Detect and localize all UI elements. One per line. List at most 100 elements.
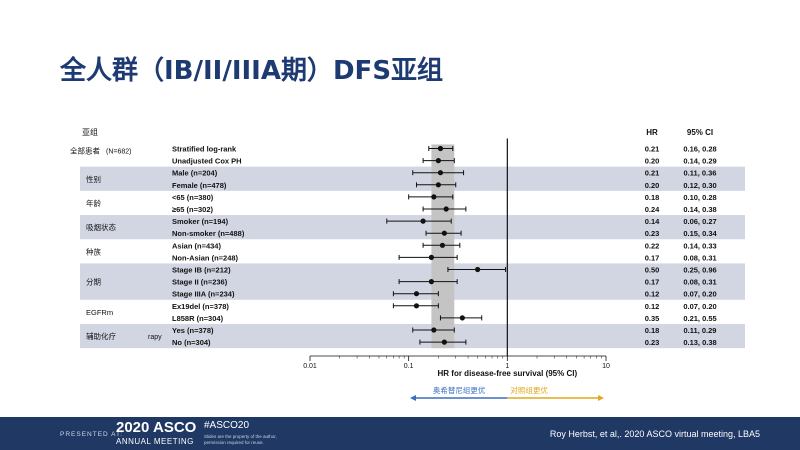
header-hr: HR — [646, 128, 658, 137]
hr-point-0 — [437, 145, 444, 152]
header-95ci: 95% CI — [687, 128, 713, 137]
hr-value-16: 0.23 — [645, 338, 660, 347]
hr-point-3 — [435, 182, 441, 188]
hr-value-9: 0.17 — [645, 253, 660, 262]
hr-point-14 — [459, 315, 465, 321]
row-label-15: Yes (n=378) — [172, 326, 214, 335]
hr-value-4: 0.18 — [645, 193, 660, 202]
forest-rows: Stratified log-rank 0.21 0.16, 0.28 Unadjus… — [172, 145, 718, 348]
ci-value-12: 0.07, 0.20 — [683, 290, 716, 299]
hr-point-11 — [428, 279, 435, 285]
disclaimer: Slides are the property of the author, p… — [204, 434, 277, 445]
row-label-8: Asian (n=434) — [172, 241, 221, 250]
row-shading-layer — [80, 166, 745, 349]
ci-value-2: 0.11, 0.36 — [684, 169, 717, 178]
x-axis: 0.01 0.1 1 10 — [303, 355, 610, 370]
hr-value-1: 0.20 — [645, 157, 660, 166]
header-subgroup: 亚组 — [82, 127, 98, 137]
slide-title: 全人群（IB/II/IIIA期）DFS亚组 — [60, 56, 444, 86]
hr-point-7 — [441, 230, 447, 236]
ci-value-6: 0.06, 0.27 — [683, 217, 716, 226]
hr-value-6: 0.14 — [645, 217, 660, 226]
hr-point-8 — [439, 242, 446, 248]
hr-value-14: 0.35 — [645, 314, 660, 323]
ci-value-5: 0.14, 0.38 — [683, 205, 716, 214]
ci-value-16: 0.13, 0.38 — [683, 338, 716, 347]
hr-value-13: 0.12 — [645, 302, 660, 311]
row-label-2: Male (n=204) — [172, 169, 218, 178]
row-label-13: Ex19del (n=378) — [172, 302, 229, 311]
ci-value-10: 0.25, 0.96 — [683, 266, 716, 275]
hr-point-2 — [437, 170, 444, 176]
x-axis-label: HR for disease-free survival (95% CI) — [438, 369, 578, 378]
ci-value-14: 0.21, 0.55 — [683, 314, 716, 323]
hr-point-16 — [441, 339, 447, 345]
tick-label-0: 0.01 — [303, 363, 317, 370]
hr-value-5: 0.24 — [645, 205, 660, 214]
hr-point-1 — [435, 158, 441, 164]
row-label-5: ≥65 (n=302) — [172, 205, 214, 214]
hr-value-7: 0.23 — [645, 229, 660, 238]
favor-right-arrowhead — [598, 395, 604, 401]
asco-logo: 2020 ASCO — [116, 419, 197, 436]
ci-value-8: 0.14, 0.33 — [683, 241, 716, 250]
ci-value-15: 0.11, 0.29 — [684, 326, 717, 335]
favor-left-arrowhead — [410, 395, 416, 401]
row-label-3: Female (n=478) — [172, 181, 227, 190]
row-label-10: Stage IB (n=212) — [172, 266, 231, 275]
row-label-7: Non-smoker (n=488) — [172, 229, 245, 238]
ci-value-4: 0.10, 0.28 — [683, 193, 716, 202]
ci-value-3: 0.12, 0.30 — [683, 181, 716, 190]
row-label-0: Stratified log-rank — [172, 145, 237, 154]
hr-value-0: 0.21 — [645, 145, 660, 154]
citation: Roy Herbst, et al,. 2020 ASCO virtual me… — [549, 429, 760, 439]
ci-value-13: 0.07, 0.20 — [683, 302, 716, 311]
hr-point-13 — [413, 303, 420, 309]
ci-value-9: 0.08, 0.31 — [683, 253, 716, 262]
group-shade-3 — [80, 215, 745, 240]
group-label-2: 年龄 — [86, 198, 101, 208]
ci-value-11: 0.08, 0.31 — [683, 278, 716, 287]
row-label-4: <65 (n=380) — [172, 193, 214, 202]
hr-point-5 — [443, 206, 449, 212]
row-label-14: L858R (n=304) — [172, 314, 224, 323]
presented-at-label: PRESENTED AT: — [60, 431, 124, 438]
group-note-7: rapy — [148, 334, 162, 341]
tick-label-2: 1 — [505, 363, 509, 370]
favor-right-label: 对照组更优 — [510, 385, 548, 395]
group-label-5: 分期 — [86, 278, 101, 287]
ci-value-1: 0.14, 0.29 — [683, 157, 716, 166]
hr-value-11: 0.17 — [645, 278, 660, 287]
hr-point-6 — [420, 218, 426, 224]
hr-value-2: 0.21 — [645, 169, 660, 178]
hr-value-12: 0.12 — [645, 290, 660, 299]
row-label-9: Non-Asian (n=248) — [172, 253, 239, 262]
group-label-6: EGFRm — [86, 308, 113, 317]
hr-point-10 — [475, 266, 481, 273]
ci-value-7: 0.15, 0.34 — [683, 229, 717, 238]
hr-value-15: 0.18 — [645, 326, 660, 335]
group-label-1: 性别 — [86, 174, 101, 184]
annual-meeting-label: ANNUAL MEETING — [116, 437, 194, 446]
hashtag: #ASCO20 — [204, 420, 250, 431]
row-label-12: Stage IIIA (n=234) — [172, 290, 235, 299]
row-label-1: Unadjusted Cox PH — [172, 157, 242, 166]
footer-bar: PRESENTED AT: 2020 ASCO ANNUAL MEETING #… — [0, 417, 800, 450]
tick-label-3: 10 — [602, 363, 610, 370]
group-label-7: 辅助化疗 — [86, 331, 116, 341]
hr-point-15 — [431, 327, 437, 333]
favor-left-label: 奥希替尼组更优 — [433, 385, 486, 395]
hr-point-9 — [428, 254, 435, 260]
hr-value-8: 0.22 — [645, 241, 660, 250]
group-label-4: 种族 — [86, 246, 101, 256]
group-label-3: 吸烟状态 — [86, 222, 116, 232]
tick-label-1: 0.1 — [404, 363, 414, 370]
group-note-0: (N=682) — [106, 149, 131, 156]
row-label-6: Smoker (n=194) — [172, 217, 229, 226]
hr-value-10: 0.50 — [645, 266, 660, 275]
hr-point-4 — [431, 194, 437, 200]
row-label-11: Stage II (n=236) — [172, 278, 228, 287]
row-label-16: No (n=304) — [172, 338, 211, 347]
